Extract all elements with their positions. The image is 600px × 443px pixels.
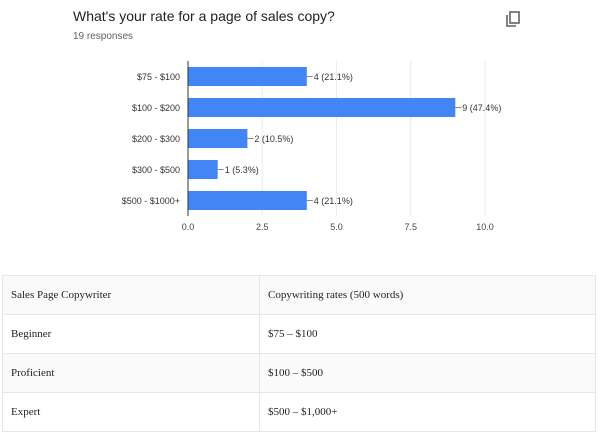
- table-cell-level: Expert: [2, 392, 260, 432]
- table-row: Beginner $75 – $100: [2, 314, 596, 354]
- bar[interactable]: [188, 98, 456, 117]
- x-tick-label: 7.5: [404, 222, 417, 232]
- bar-value-label: 4 (21.1%): [314, 196, 353, 206]
- table-row: Proficient $100 – $500: [2, 353, 596, 393]
- category-label: $200 - $300: [132, 134, 180, 144]
- table-row: Expert $500 – $1,000+: [2, 392, 596, 432]
- question-title: What's your rate for a page of sales cop…: [73, 8, 335, 24]
- table-header-cell: Sales Page Copywriter: [2, 275, 260, 315]
- x-tick-label: 5.0: [330, 222, 343, 232]
- bar[interactable]: [188, 129, 248, 148]
- table-header-cell: Copywriting rates (500 words): [259, 275, 596, 315]
- category-label: $300 - $500: [132, 165, 180, 175]
- table-cell-level: Proficient: [2, 353, 260, 393]
- bar-value-label: 9 (47.4%): [462, 103, 501, 113]
- bar[interactable]: [188, 160, 218, 179]
- bar[interactable]: [188, 191, 307, 210]
- bar[interactable]: [188, 67, 307, 86]
- table-header-row: Sales Page Copywriter Copywriting rates …: [2, 275, 596, 315]
- category-label: $500 - $1000+: [122, 196, 180, 206]
- rates-table: Sales Page Copywriter Copywriting rates …: [2, 275, 596, 432]
- table-cell-rate: $500 – $1,000+: [259, 392, 596, 432]
- bar-value-label: 2 (10.5%): [254, 134, 293, 144]
- copy-icon[interactable]: [504, 10, 522, 28]
- x-tick-label: 2.5: [256, 222, 269, 232]
- category-label: $75 - $100: [137, 72, 180, 82]
- x-tick-label: 0.0: [182, 222, 195, 232]
- bar-value-label: 4 (21.1%): [314, 72, 353, 82]
- response-count: 19 responses: [73, 31, 134, 42]
- x-tick-label: 10.0: [476, 222, 494, 232]
- table-cell-level: Beginner: [2, 314, 260, 354]
- rates-table-container: Sales Page Copywriter Copywriting rates …: [2, 275, 596, 432]
- table-cell-rate: $75 – $100: [259, 314, 596, 354]
- category-label: $100 - $200: [132, 103, 180, 113]
- bar-value-label: 1 (5.3%): [225, 165, 259, 175]
- bar-chart: 0.0 2.5 5.0 7.5 10.0 $75 - $100 4 (21.1%) $100 …: [122, 61, 501, 232]
- table-cell-rate: $100 – $500: [259, 353, 596, 393]
